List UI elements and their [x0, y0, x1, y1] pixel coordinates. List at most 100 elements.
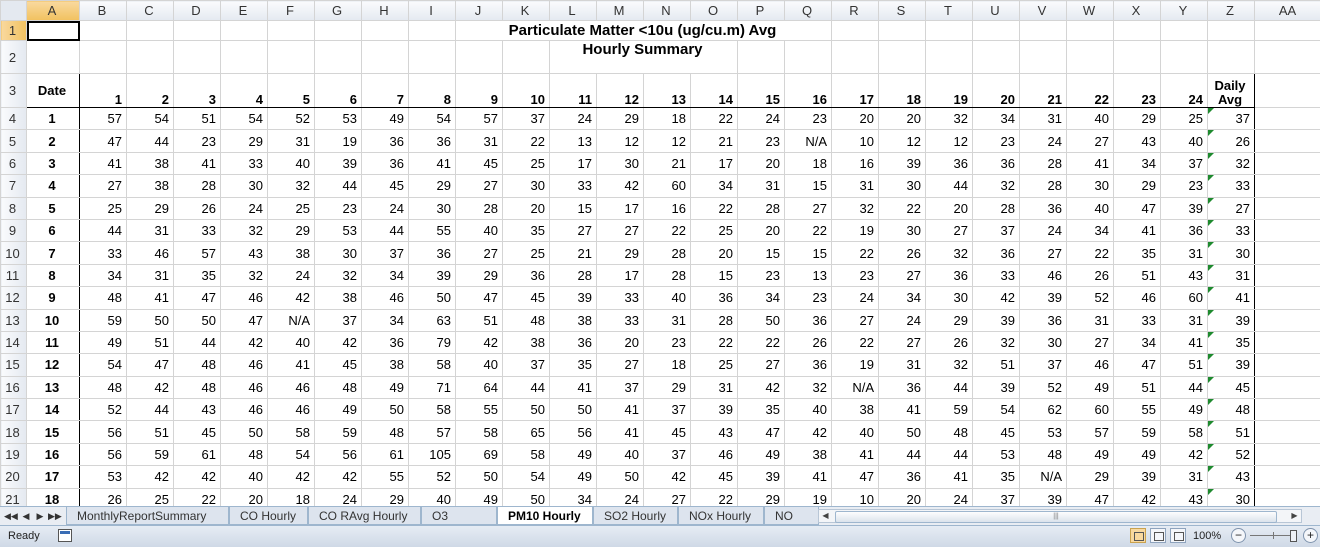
- empty-cell[interactable]: [503, 41, 550, 74]
- data-cell[interactable]: 41: [80, 152, 127, 174]
- data-cell[interactable]: 57: [456, 108, 503, 130]
- data-cell[interactable]: 28: [738, 197, 785, 219]
- row-header-13[interactable]: 13: [1, 309, 27, 331]
- data-cell[interactable]: 38: [550, 309, 597, 331]
- data-cell[interactable]: 34: [1067, 219, 1114, 241]
- date-cell[interactable]: 10: [27, 309, 80, 331]
- date-cell[interactable]: 8: [27, 264, 80, 286]
- horizontal-scrollbar[interactable]: ◀ ||| ▶: [818, 509, 1302, 523]
- data-cell[interactable]: 46: [268, 376, 315, 398]
- data-cell[interactable]: 45: [362, 175, 409, 197]
- data-cell[interactable]: 42: [174, 466, 221, 488]
- data-cell[interactable]: 40: [1161, 130, 1208, 152]
- hour-header-12[interactable]: 12: [597, 74, 644, 108]
- data-cell[interactable]: 33: [1114, 309, 1161, 331]
- data-cell[interactable]: 40: [1067, 108, 1114, 130]
- row-header-14[interactable]: 14: [1, 331, 27, 353]
- data-cell[interactable]: 32: [973, 331, 1020, 353]
- row-header-17[interactable]: 17: [1, 399, 27, 421]
- data-cell[interactable]: 35: [1114, 242, 1161, 264]
- data-cell[interactable]: 42: [268, 287, 315, 309]
- date-cell[interactable]: 9: [27, 287, 80, 309]
- data-cell[interactable]: 22: [691, 108, 738, 130]
- data-cell[interactable]: 23: [738, 130, 785, 152]
- row-header-3[interactable]: 3: [1, 74, 27, 108]
- data-cell[interactable]: 18: [785, 152, 832, 174]
- data-cell[interactable]: 49: [362, 376, 409, 398]
- data-cell[interactable]: 17: [691, 152, 738, 174]
- data-cell[interactable]: 18: [644, 354, 691, 376]
- empty-cell[interactable]: [268, 41, 315, 74]
- data-cell[interactable]: 59: [1114, 421, 1161, 443]
- empty-cell[interactable]: [1255, 264, 1320, 286]
- data-cell[interactable]: 29: [1114, 175, 1161, 197]
- data-cell[interactable]: 46: [362, 287, 409, 309]
- data-cell[interactable]: 52: [268, 108, 315, 130]
- data-cell[interactable]: 41: [879, 399, 926, 421]
- daily-avg-cell[interactable]: 32: [1208, 152, 1255, 174]
- data-cell[interactable]: 49: [456, 488, 503, 506]
- data-cell[interactable]: 24: [738, 108, 785, 130]
- data-cell[interactable]: 31: [738, 175, 785, 197]
- data-cell[interactable]: 19: [785, 488, 832, 506]
- empty-cell[interactable]: [1255, 130, 1320, 152]
- data-cell[interactable]: 31: [1067, 309, 1114, 331]
- data-cell[interactable]: 28: [174, 175, 221, 197]
- data-cell[interactable]: 33: [597, 287, 644, 309]
- data-cell[interactable]: 22: [644, 219, 691, 241]
- daily-avg-cell[interactable]: 48: [1208, 399, 1255, 421]
- daily-avg-cell[interactable]: 52: [1208, 443, 1255, 465]
- data-cell[interactable]: 27: [738, 354, 785, 376]
- page-break-view-button[interactable]: [1170, 528, 1186, 543]
- data-cell[interactable]: 42: [738, 376, 785, 398]
- sheet-tab-monthlyreportsummary[interactable]: MonthlyReportSummary: [66, 507, 229, 525]
- data-cell[interactable]: 16: [832, 152, 879, 174]
- empty-cell[interactable]: [1161, 21, 1208, 41]
- next-sheet-icon[interactable]: ▶: [34, 509, 46, 523]
- data-cell[interactable]: 30: [926, 287, 973, 309]
- data-cell[interactable]: 56: [80, 421, 127, 443]
- data-cell[interactable]: 40: [597, 443, 644, 465]
- empty-cell[interactable]: [80, 21, 127, 41]
- date-cell[interactable]: 2: [27, 130, 80, 152]
- data-cell[interactable]: 57: [80, 108, 127, 130]
- hour-header-19[interactable]: 19: [926, 74, 973, 108]
- data-cell[interactable]: 39: [1114, 466, 1161, 488]
- data-cell[interactable]: 50: [879, 421, 926, 443]
- row-header-18[interactable]: 18: [1, 421, 27, 443]
- date-cell[interactable]: 5: [27, 197, 80, 219]
- row-header-7[interactable]: 7: [1, 175, 27, 197]
- data-cell[interactable]: 24: [550, 108, 597, 130]
- data-cell[interactable]: 40: [221, 466, 268, 488]
- data-cell[interactable]: 30: [1020, 331, 1067, 353]
- data-cell[interactable]: 37: [1020, 354, 1067, 376]
- data-cell[interactable]: 34: [738, 287, 785, 309]
- data-cell[interactable]: 31: [456, 130, 503, 152]
- data-cell[interactable]: 35: [174, 264, 221, 286]
- data-cell[interactable]: 35: [738, 399, 785, 421]
- sheet-tab-pm10-hourly[interactable]: PM10 Hourly: [497, 507, 593, 525]
- sheet-tab-o3-hourly[interactable]: O3 Hourly: [421, 507, 497, 525]
- data-cell[interactable]: 46: [127, 242, 174, 264]
- sheet-tab-co-ravg-hourly[interactable]: CO RAvg Hourly: [308, 507, 421, 525]
- hour-header-18[interactable]: 18: [879, 74, 926, 108]
- data-cell[interactable]: 45: [973, 421, 1020, 443]
- data-cell[interactable]: 54: [503, 466, 550, 488]
- data-cell[interactable]: 42: [127, 376, 174, 398]
- data-cell[interactable]: 26: [1067, 264, 1114, 286]
- data-cell[interactable]: 33: [973, 264, 1020, 286]
- data-cell[interactable]: 56: [80, 443, 127, 465]
- row-header-5[interactable]: 5: [1, 130, 27, 152]
- date-cell[interactable]: 18: [27, 488, 80, 506]
- daily-avg-cell[interactable]: 43: [1208, 466, 1255, 488]
- daily-avg-cell[interactable]: 45: [1208, 376, 1255, 398]
- empty-cell[interactable]: [409, 21, 456, 41]
- data-cell[interactable]: 22: [503, 130, 550, 152]
- data-cell[interactable]: 22: [832, 331, 879, 353]
- data-cell[interactable]: 49: [550, 443, 597, 465]
- last-sheet-icon[interactable]: ▶▶: [48, 509, 60, 523]
- data-cell[interactable]: 29: [127, 197, 174, 219]
- data-cell[interactable]: 56: [550, 421, 597, 443]
- data-cell[interactable]: 21: [644, 152, 691, 174]
- data-cell[interactable]: 41: [409, 152, 456, 174]
